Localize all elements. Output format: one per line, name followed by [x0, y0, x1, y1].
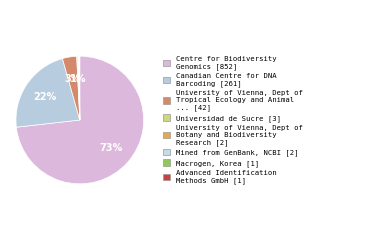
Wedge shape [79, 56, 80, 120]
Wedge shape [16, 56, 144, 184]
Text: 1%: 1% [70, 73, 86, 84]
Wedge shape [78, 56, 80, 120]
Wedge shape [78, 56, 80, 120]
Text: 22%: 22% [34, 92, 57, 102]
Wedge shape [16, 59, 80, 127]
Wedge shape [62, 56, 80, 120]
Legend: Centre for Biodiversity
Genomics [852], Canadian Centre for DNA
Barcoding [261],: Centre for Biodiversity Genomics [852], … [163, 56, 303, 184]
Wedge shape [77, 56, 80, 120]
Text: 73%: 73% [99, 143, 122, 153]
Text: 3%: 3% [65, 74, 81, 84]
